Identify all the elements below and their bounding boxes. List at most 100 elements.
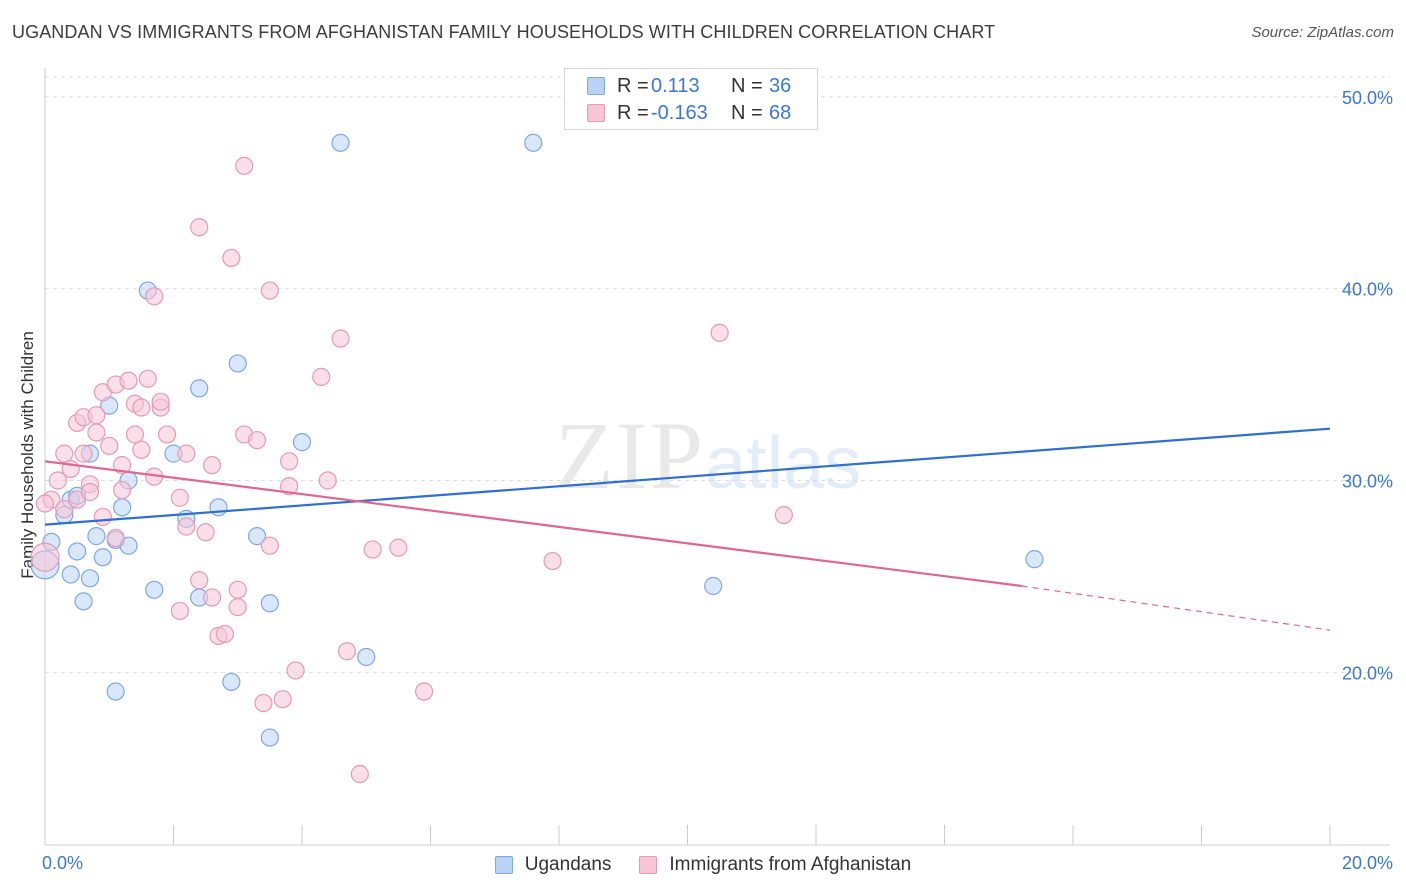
source-credit: Source: ZipAtlas.com bbox=[1251, 24, 1394, 41]
ugandans-point bbox=[228, 354, 247, 373]
afghanistan-point bbox=[260, 281, 279, 300]
ugandans-point bbox=[292, 433, 312, 452]
afghanistan-point bbox=[151, 392, 170, 411]
afghanistan-point bbox=[177, 444, 196, 463]
ugandans-point bbox=[524, 133, 543, 152]
ugandans-point bbox=[61, 565, 80, 584]
afghanistan-swatch bbox=[587, 104, 605, 122]
y-tick-label: 50.0% bbox=[1342, 88, 1393, 108]
afghanistan-point bbox=[138, 369, 157, 388]
ugandans-point bbox=[112, 498, 132, 517]
ugandans-point bbox=[260, 594, 279, 613]
afghanistan-point bbox=[125, 425, 145, 444]
afghanistan-point bbox=[235, 156, 254, 175]
ugandans-point bbox=[1025, 550, 1044, 569]
afghanistan-point bbox=[112, 456, 132, 475]
afghanistan-point bbox=[202, 456, 222, 475]
afghanistan-point bbox=[196, 523, 215, 542]
afghanistan-point bbox=[100, 436, 119, 456]
stats-legend-row-ugandans: R = 0.113 N = 36 bbox=[565, 73, 817, 100]
afghanistan-point bbox=[87, 423, 106, 442]
afghanistan-point bbox=[55, 500, 74, 519]
watermark: ZIPatlas bbox=[555, 400, 861, 511]
afghanistan-point bbox=[228, 598, 247, 617]
afghanistan-point bbox=[157, 425, 177, 444]
ugandans-point bbox=[260, 728, 279, 747]
ugandans-trendline bbox=[44, 427, 1331, 526]
legend-label-afghanistan: Immigrants from Afghanistan bbox=[669, 854, 912, 875]
afghanistan-point bbox=[35, 494, 55, 513]
afghanistan-trendline bbox=[44, 460, 1022, 588]
afghanistan-point bbox=[132, 440, 151, 459]
afghanistan-point bbox=[93, 507, 112, 527]
ugandans-swatch bbox=[587, 77, 605, 95]
afghanistan-trendline-extension bbox=[1021, 585, 1331, 631]
x-tick-label: 0.0% bbox=[42, 853, 83, 873]
watermark-zip: ZIP bbox=[555, 402, 705, 509]
ugandans-point bbox=[222, 672, 241, 692]
afghanistan-point bbox=[312, 367, 331, 386]
afghanistan-point bbox=[202, 588, 222, 607]
ugandans-point bbox=[145, 580, 164, 599]
afghanistan-point bbox=[543, 551, 562, 571]
afghanistan-point bbox=[112, 480, 132, 500]
ugandans-point bbox=[106, 682, 125, 701]
r-label: R = bbox=[617, 75, 649, 97]
afghanistan-point bbox=[48, 471, 67, 490]
afghanistan-point bbox=[170, 601, 190, 621]
stats-legend-row-afghanistan: R = -0.163 N = 68 bbox=[565, 100, 817, 127]
afghanistan-point bbox=[318, 471, 337, 490]
afghanistan-point bbox=[389, 538, 408, 557]
afghanistan-point bbox=[260, 536, 279, 555]
afghanistan-point bbox=[363, 540, 382, 559]
legend-item-afghanistan[interactable]: Immigrants from Afghanistan bbox=[639, 854, 911, 876]
afghanistan-point bbox=[190, 571, 209, 590]
ugandans-point bbox=[74, 592, 93, 611]
r-value: -0.163 bbox=[651, 102, 708, 124]
legend-item-ugandans[interactable]: Ugandans bbox=[494, 854, 612, 876]
afghanistan-point bbox=[774, 505, 793, 525]
ugandans-point bbox=[209, 498, 228, 517]
n-label: N = bbox=[731, 102, 763, 124]
afghanistan-point bbox=[254, 693, 273, 713]
y-tick-label: 40.0% bbox=[1342, 280, 1393, 300]
afghanistan-point bbox=[280, 452, 299, 471]
afghanistan-point bbox=[30, 542, 60, 572]
afghanistan-point bbox=[222, 248, 241, 268]
afghanistan-point bbox=[145, 287, 164, 306]
afghanistan-point bbox=[273, 690, 292, 709]
afghanistan-point bbox=[710, 323, 729, 342]
afghanistan-point bbox=[286, 661, 305, 680]
chart-title: UGANDAN VS IMMIGRANTS FROM AFGHANISTAN F… bbox=[12, 22, 996, 42]
afghanistan-point bbox=[331, 329, 350, 348]
ugandans-legend-swatch bbox=[494, 856, 513, 874]
y-tick-label: 30.0% bbox=[1342, 471, 1393, 491]
ugandans-point bbox=[331, 133, 350, 152]
afghanistan-point bbox=[280, 477, 299, 496]
ugandans-point bbox=[68, 542, 87, 561]
ugandans-point bbox=[247, 527, 267, 546]
series-legend: Ugandans Immigrants from Afghanistan bbox=[0, 850, 1406, 880]
afghanistan-point bbox=[177, 517, 196, 536]
r-label: R = bbox=[617, 102, 649, 124]
ugandans-point bbox=[87, 527, 106, 546]
ugandans-point bbox=[93, 548, 112, 567]
x-tick-label: 20.0% bbox=[1342, 853, 1393, 873]
y-tick-label: 20.0% bbox=[1342, 663, 1393, 683]
afghanistan-point bbox=[55, 444, 74, 463]
afghanistan-point bbox=[228, 580, 247, 599]
afghanistan-point bbox=[87, 406, 106, 425]
legend-label-ugandans: Ugandans bbox=[524, 854, 612, 875]
r-value: 0.113 bbox=[651, 75, 700, 97]
afghanistan-point bbox=[350, 764, 369, 784]
afghanistan-point bbox=[80, 482, 100, 502]
afghanistan-point bbox=[247, 431, 267, 450]
ugandans-point bbox=[357, 647, 376, 667]
n-value: 36 bbox=[769, 75, 792, 97]
afghanistan-point bbox=[170, 488, 190, 507]
afghanistan-point bbox=[106, 528, 125, 548]
afghanistan-point bbox=[190, 218, 209, 237]
afghanistan-point bbox=[132, 398, 151, 417]
afghanistan-point bbox=[215, 624, 234, 644]
